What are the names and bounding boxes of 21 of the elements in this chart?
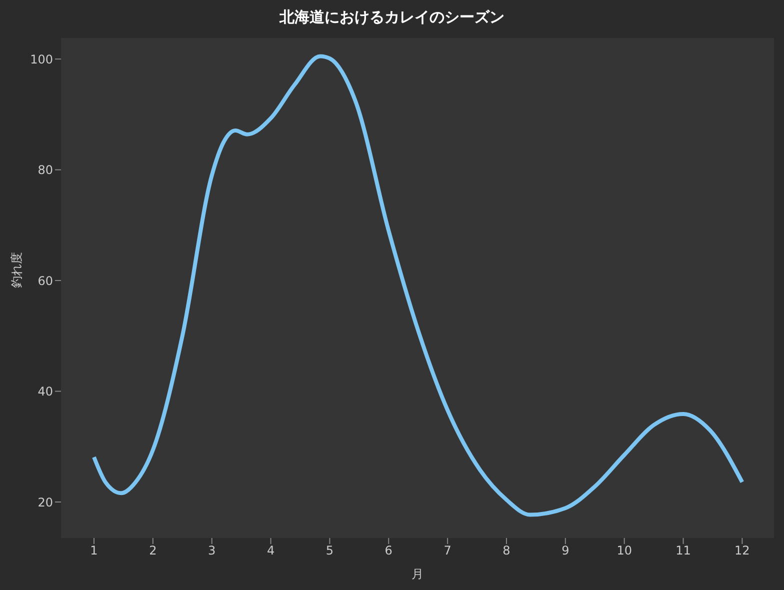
x-tick-label: 8 <box>502 544 510 558</box>
x-tick-label: 3 <box>208 544 216 558</box>
x-axis-title: 月 <box>412 567 424 581</box>
x-tick-label: 1 <box>90 544 98 558</box>
x-tick-label: 12 <box>734 544 750 558</box>
x-tick-label: 11 <box>676 544 691 558</box>
y-tick-label: 20 <box>38 495 53 510</box>
y-tick-label: 60 <box>38 274 53 288</box>
x-tick-label: 10 <box>616 544 632 558</box>
x-tick-label: 5 <box>326 544 334 558</box>
x-tick-label: 2 <box>149 544 157 558</box>
line-series <box>92 54 744 517</box>
y-tick-label: 40 <box>38 384 53 399</box>
x-tick-label: 6 <box>384 544 392 558</box>
y-tick-label: 80 <box>38 163 53 178</box>
x-tick-label: 7 <box>444 544 452 558</box>
x-tick-label: 9 <box>562 544 570 558</box>
chart-title: 北海道におけるカレイのシーズン <box>278 8 506 27</box>
x-tick-label: 4 <box>266 544 275 558</box>
y-axis-title: 釣れ度 <box>9 252 24 288</box>
y-tick-label: 100 <box>30 52 53 66</box>
